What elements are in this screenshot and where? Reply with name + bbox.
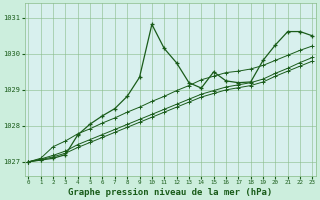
X-axis label: Graphe pression niveau de la mer (hPa): Graphe pression niveau de la mer (hPa) xyxy=(68,188,273,197)
